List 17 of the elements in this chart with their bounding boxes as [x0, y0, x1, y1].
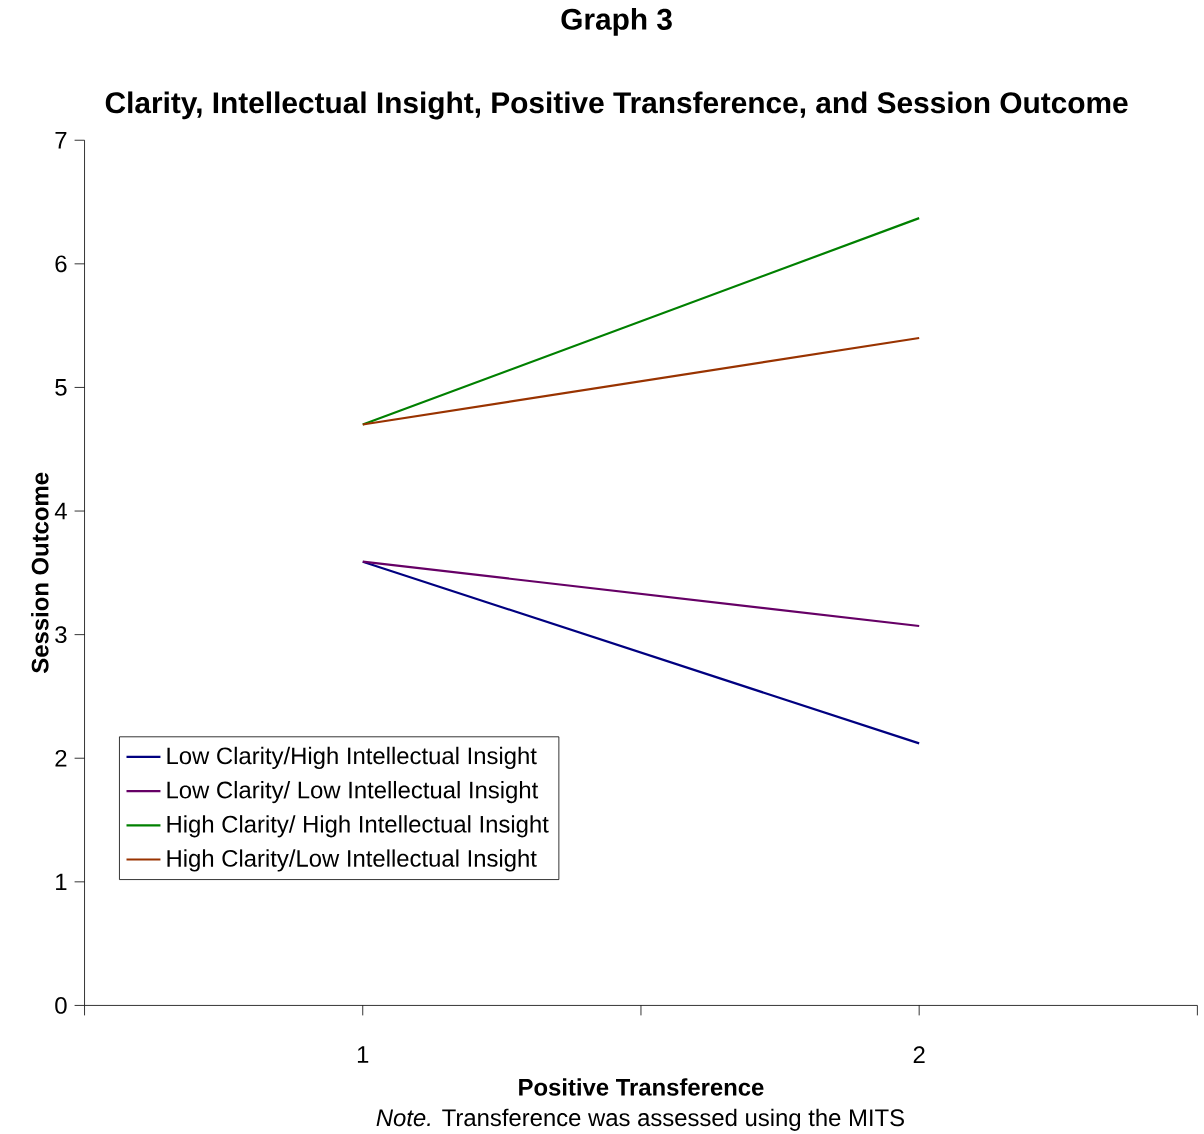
chart-title: Graph 3 — [561, 8, 672, 36]
y-tick-label: 5 — [55, 379, 67, 396]
y-tick-label: 0 — [55, 997, 67, 1015]
y-tick-label: 4 — [54, 502, 67, 520]
y-tick-label: 3 — [55, 626, 67, 644]
legend-label: Low Clarity/High Intellectual Insight — [167, 746, 537, 770]
legend-label: Low Clarity/ Low Intellectual Insight — [167, 781, 539, 804]
legend-label: High Clarity/Low Intellectual Insight — [167, 849, 537, 872]
y-tick-label: 2 — [55, 750, 67, 767]
y-tick-label: 1 — [56, 873, 67, 891]
x-axis-title: Positive Transference — [519, 1078, 764, 1096]
y-axis-title: Session Outcome — [31, 473, 49, 674]
chart-subtitle: Clarity, Intellectual Insight, Positive Transference, and Session Outcome — [105, 91, 1128, 120]
text: Note. Transference was assessed using the MITS — [376, 1108, 904, 1132]
y-tick-label: 6 — [55, 255, 67, 273]
legend-label: High Clarity/ High Intellectual Insight — [167, 815, 549, 838]
y-tick-label: 7 — [55, 132, 67, 149]
